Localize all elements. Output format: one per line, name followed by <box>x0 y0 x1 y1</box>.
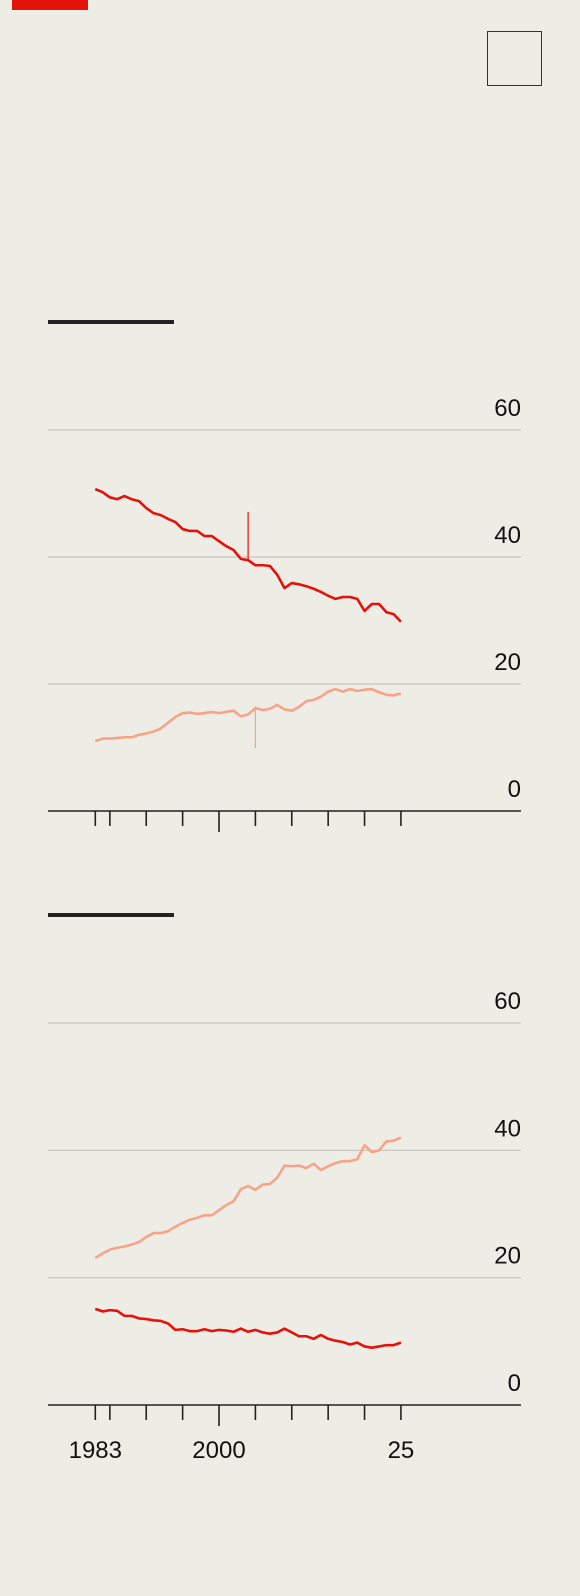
x-tick-label: 25 <box>388 1437 415 1464</box>
section-rule <box>48 320 174 324</box>
x-tick-label: 2000 <box>192 1437 245 1464</box>
y-tick-label: 40 <box>494 1115 521 1142</box>
y-tick-label: 0 <box>508 776 521 803</box>
section-rule <box>48 913 174 917</box>
menu-box[interactable] <box>487 31 542 86</box>
y-tick-label: 60 <box>494 988 521 1015</box>
y-tick-label: 40 <box>494 522 521 549</box>
data-line <box>94 487 402 623</box>
data-line <box>94 1307 402 1349</box>
y-tick-label: 20 <box>494 649 521 676</box>
data-line <box>94 1136 402 1260</box>
y-tick-label: 0 <box>508 1370 521 1397</box>
x-tick-label: 1983 <box>69 1437 122 1464</box>
y-tick-label: 60 <box>494 395 521 422</box>
data-line <box>94 687 402 743</box>
y-tick-label: 20 <box>494 1243 521 1270</box>
brand-tag <box>12 0 88 10</box>
